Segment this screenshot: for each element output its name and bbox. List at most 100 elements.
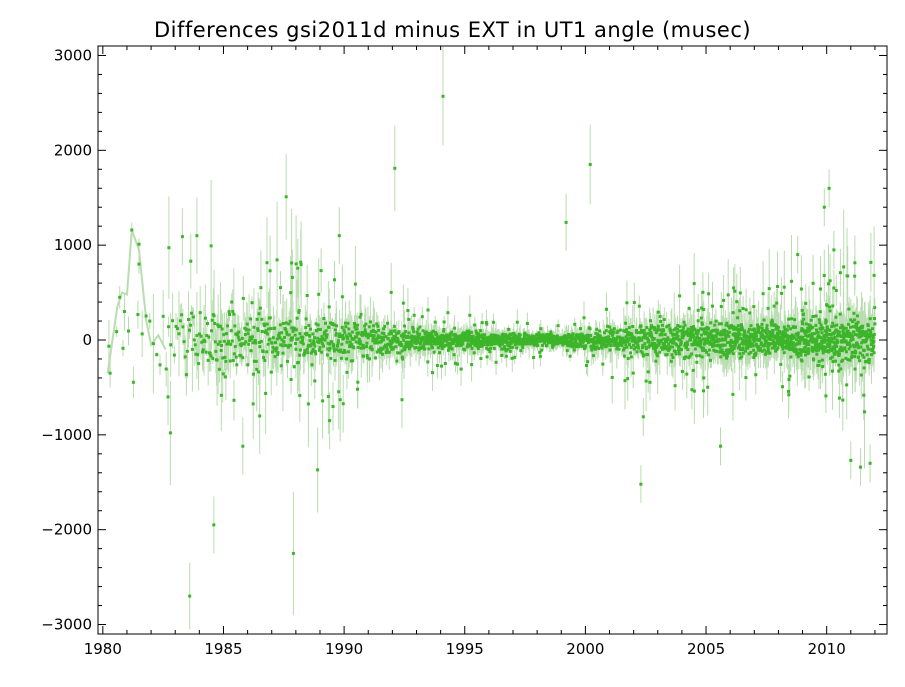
data-point bbox=[640, 351, 644, 355]
data-point bbox=[640, 328, 643, 332]
data-point bbox=[656, 324, 660, 328]
data-point bbox=[598, 339, 602, 343]
data-point bbox=[353, 323, 357, 327]
data-point bbox=[573, 322, 577, 326]
data-point bbox=[343, 350, 347, 354]
data-point bbox=[376, 336, 380, 340]
data-point bbox=[324, 321, 327, 325]
data-point bbox=[429, 332, 433, 336]
data-point bbox=[663, 342, 666, 345]
data-point bbox=[604, 329, 608, 333]
data-point bbox=[689, 338, 692, 342]
data-point bbox=[503, 347, 507, 351]
data-point bbox=[230, 300, 234, 304]
data-point bbox=[279, 364, 283, 368]
data-point bbox=[376, 324, 380, 328]
data-point bbox=[546, 334, 550, 338]
data-point bbox=[643, 342, 647, 346]
data-point bbox=[689, 334, 693, 338]
data-point bbox=[642, 353, 646, 357]
data-point bbox=[471, 334, 475, 338]
data-point bbox=[627, 326, 631, 330]
data-point bbox=[461, 331, 465, 335]
data-point bbox=[294, 262, 298, 266]
data-point bbox=[582, 316, 586, 320]
data-point bbox=[581, 334, 585, 338]
data-point bbox=[652, 337, 656, 341]
data-point bbox=[380, 331, 384, 335]
data-point bbox=[458, 344, 461, 348]
data-point bbox=[416, 327, 420, 331]
data-point bbox=[167, 325, 171, 329]
data-point bbox=[669, 345, 673, 349]
data-point bbox=[347, 327, 351, 331]
data-point bbox=[378, 335, 382, 339]
data-point bbox=[322, 344, 325, 348]
data-point bbox=[595, 340, 598, 344]
data-point bbox=[455, 362, 459, 366]
data-point bbox=[396, 338, 400, 342]
data-point bbox=[361, 333, 365, 337]
data-point bbox=[644, 347, 648, 350]
data-point bbox=[476, 334, 480, 338]
data-point bbox=[338, 350, 342, 354]
data-point bbox=[708, 336, 712, 340]
data-point bbox=[645, 332, 649, 336]
data-point bbox=[246, 363, 250, 367]
data-point bbox=[304, 317, 308, 321]
data-point bbox=[349, 334, 353, 338]
data-point bbox=[379, 348, 383, 351]
data-point bbox=[435, 341, 439, 344]
data-point bbox=[318, 328, 322, 331]
data-point bbox=[371, 339, 375, 343]
data-point bbox=[690, 352, 694, 356]
data-point bbox=[406, 309, 410, 312]
data-point bbox=[627, 338, 630, 342]
data-point bbox=[468, 313, 472, 317]
data-point bbox=[223, 375, 227, 379]
data-point bbox=[419, 346, 422, 350]
data-point bbox=[571, 343, 575, 347]
data-point bbox=[350, 343, 354, 347]
data-point bbox=[689, 326, 693, 329]
data-point bbox=[446, 311, 450, 315]
data-point bbox=[645, 336, 649, 340]
data-point bbox=[370, 333, 374, 337]
data-point bbox=[431, 334, 435, 338]
data-point bbox=[617, 344, 621, 347]
data-point bbox=[666, 338, 670, 341]
data-point bbox=[341, 333, 345, 337]
data-point bbox=[605, 307, 608, 311]
data-point bbox=[653, 348, 657, 352]
data-point bbox=[440, 333, 444, 337]
data-point bbox=[588, 327, 592, 331]
data-point bbox=[411, 325, 415, 329]
data-point bbox=[647, 340, 651, 344]
data-point bbox=[296, 337, 300, 341]
data-point bbox=[289, 378, 293, 381]
data-point bbox=[430, 344, 434, 348]
data-point bbox=[332, 349, 336, 353]
data-point bbox=[625, 345, 629, 349]
data-point bbox=[337, 335, 341, 339]
data-point bbox=[515, 320, 519, 324]
data-point bbox=[449, 337, 453, 341]
data-point bbox=[358, 315, 362, 319]
data-point bbox=[447, 341, 451, 345]
data-point bbox=[277, 334, 281, 338]
data-point bbox=[716, 339, 720, 343]
data-point bbox=[461, 339, 464, 343]
data-point bbox=[623, 379, 627, 383]
data-point bbox=[261, 350, 265, 353]
data-point bbox=[654, 331, 658, 335]
data-point bbox=[671, 345, 674, 349]
data-point bbox=[236, 335, 240, 339]
data-point bbox=[574, 345, 578, 349]
data-point bbox=[450, 330, 454, 334]
data-point bbox=[702, 346, 705, 350]
data-point bbox=[585, 364, 588, 367]
data-point bbox=[248, 335, 252, 339]
data-point bbox=[595, 327, 599, 331]
data-point bbox=[625, 333, 629, 337]
data-point bbox=[388, 339, 392, 343]
